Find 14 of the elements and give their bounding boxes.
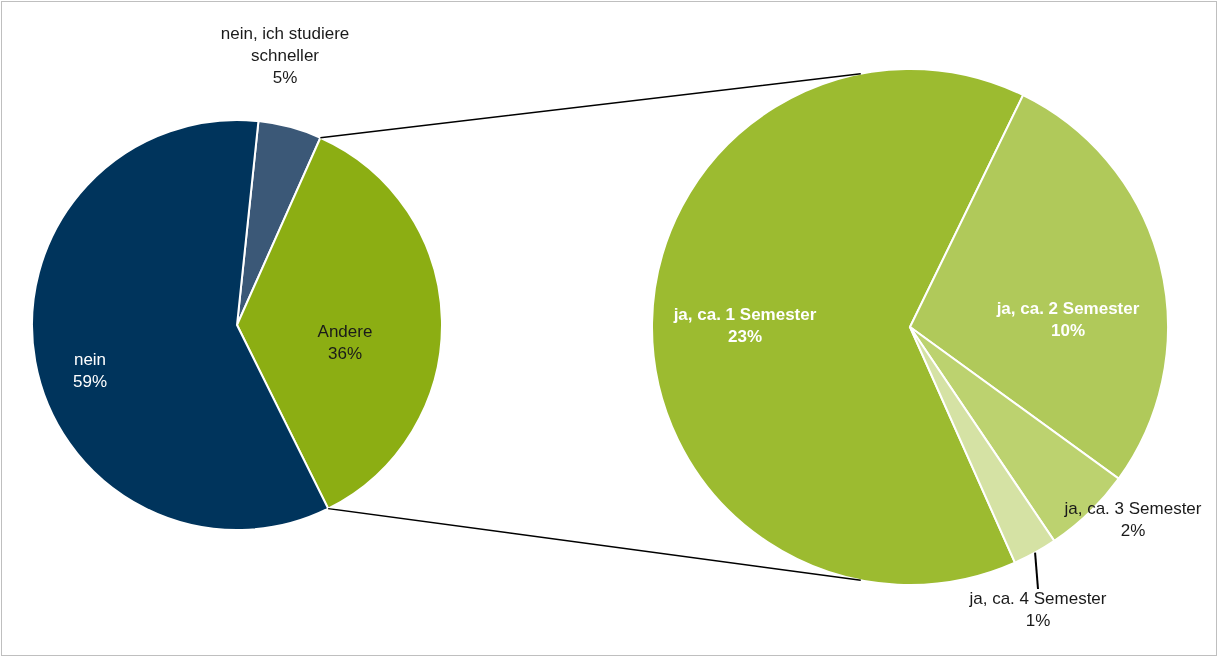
data-label: 5%	[272, 68, 298, 87]
slice-label: nein, ich studiere schneller	[220, 24, 350, 65]
slice-label: Andere	[317, 322, 373, 341]
slice-label: ja, ca. 2 Semester	[995, 299, 1140, 318]
data-label: 2%	[1120, 521, 1146, 540]
slice-label: ja, ca. 1 Semester	[672, 305, 817, 324]
data-label: 1%	[1025, 611, 1051, 630]
data-label: 10%	[1050, 321, 1086, 340]
data-label: 59%	[72, 372, 108, 391]
slice-label: ja, ca. 3 Semester	[1063, 499, 1202, 518]
data-label: 23%	[727, 327, 763, 346]
slice-label: nein	[73, 350, 107, 369]
slice-label: ja, ca. 4 Semester	[968, 589, 1107, 608]
data-label: 36%	[327, 344, 363, 363]
